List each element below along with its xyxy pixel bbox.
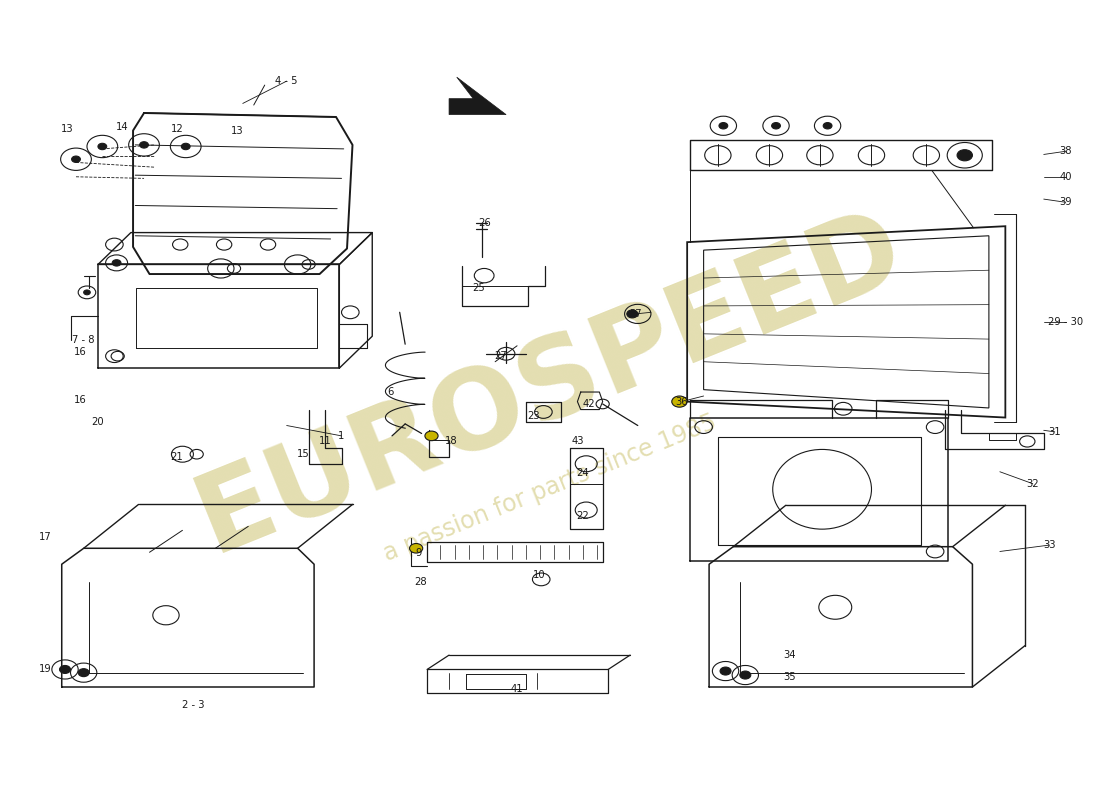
Circle shape: [740, 671, 751, 679]
Text: 33: 33: [1043, 540, 1056, 550]
Text: 13: 13: [231, 126, 243, 135]
Text: 18: 18: [444, 437, 458, 446]
Circle shape: [823, 122, 832, 129]
Circle shape: [409, 543, 422, 553]
Text: 2 - 3: 2 - 3: [183, 699, 205, 710]
Text: EUROSPEED: EUROSPEED: [182, 194, 918, 574]
Text: 27: 27: [494, 351, 507, 361]
Text: 17: 17: [39, 532, 52, 542]
Text: 6: 6: [387, 387, 394, 397]
Text: 32: 32: [1026, 478, 1039, 489]
Text: 42: 42: [582, 399, 595, 409]
Text: 41: 41: [510, 683, 524, 694]
Text: 19: 19: [39, 665, 52, 674]
Text: 43: 43: [571, 437, 584, 446]
Text: 13: 13: [60, 124, 74, 134]
Circle shape: [719, 122, 728, 129]
Text: 20: 20: [91, 418, 104, 427]
Circle shape: [182, 143, 190, 150]
Text: 39: 39: [1059, 198, 1072, 207]
Text: 10: 10: [532, 570, 546, 580]
Text: 23: 23: [527, 411, 540, 421]
Circle shape: [140, 142, 148, 148]
Circle shape: [771, 122, 780, 129]
Text: 16: 16: [74, 395, 87, 405]
Text: 14: 14: [116, 122, 129, 132]
Text: 16: 16: [74, 347, 87, 357]
Text: 35: 35: [783, 673, 795, 682]
Text: 25: 25: [472, 283, 485, 294]
Text: a passion for parts since 1985: a passion for parts since 1985: [379, 410, 720, 566]
Circle shape: [672, 396, 688, 407]
Circle shape: [59, 666, 70, 674]
Text: 34: 34: [783, 650, 795, 660]
Circle shape: [720, 667, 732, 675]
Text: 11: 11: [319, 437, 331, 446]
Text: 21: 21: [170, 452, 184, 462]
Text: 7 - 8: 7 - 8: [73, 335, 95, 346]
Text: 37: 37: [629, 309, 642, 319]
Circle shape: [84, 290, 90, 294]
Circle shape: [627, 310, 638, 318]
Text: 1: 1: [339, 431, 344, 441]
Text: 40: 40: [1059, 172, 1071, 182]
Circle shape: [98, 143, 107, 150]
Circle shape: [425, 431, 438, 441]
Circle shape: [78, 669, 89, 677]
Circle shape: [72, 156, 80, 162]
Text: 22: 22: [576, 510, 590, 521]
Text: 28: 28: [415, 577, 427, 586]
Text: 29 - 30: 29 - 30: [1048, 317, 1084, 327]
Polygon shape: [449, 77, 506, 114]
Text: 4 - 5: 4 - 5: [275, 76, 298, 86]
Text: 38: 38: [1059, 146, 1071, 156]
Text: 9: 9: [415, 548, 421, 558]
Text: 31: 31: [1048, 427, 1062, 437]
Circle shape: [957, 150, 972, 161]
Text: 12: 12: [170, 124, 184, 134]
Circle shape: [112, 260, 121, 266]
Text: 36: 36: [675, 397, 688, 406]
Text: 15: 15: [297, 450, 309, 459]
Text: 24: 24: [576, 468, 590, 478]
Text: 26: 26: [477, 218, 491, 228]
